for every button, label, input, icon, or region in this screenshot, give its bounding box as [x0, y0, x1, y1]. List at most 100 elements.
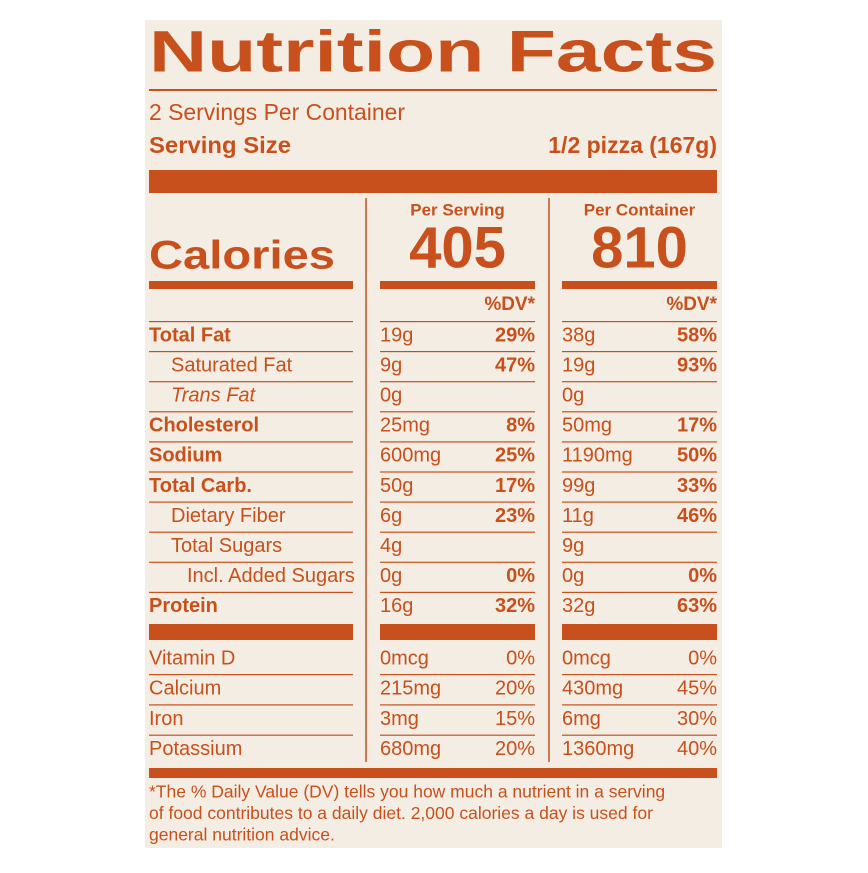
row-rule [149, 561, 353, 563]
amount: 32g [562, 595, 595, 617]
column-header: Per Serving [410, 200, 505, 219]
amount: 1190mg [562, 445, 633, 467]
row-rule [562, 321, 717, 323]
row-rule [149, 471, 353, 473]
row-rule [562, 531, 717, 533]
calories-label: Calories [149, 234, 335, 278]
nutrient-name: Total Fat [149, 324, 231, 346]
row-rule [562, 704, 717, 706]
amount: 38g [562, 324, 595, 346]
serving-size-label: Serving Size [149, 132, 291, 158]
daily-value: 17% [495, 475, 535, 497]
nutrient-name: Incl. Added Sugars [187, 565, 355, 587]
amount: 0g [380, 384, 402, 406]
daily-value: 46% [677, 505, 717, 527]
daily-value: 32% [495, 595, 535, 617]
daily-value: 58% [677, 324, 717, 346]
amount: 19g [380, 324, 413, 346]
amount: 4g [380, 535, 402, 557]
dv-header: %DV* [666, 294, 717, 315]
row-rule [380, 704, 535, 706]
row-rule [149, 321, 353, 323]
row-rule [149, 674, 353, 676]
amount: 0g [380, 565, 402, 587]
row-rule [149, 591, 353, 593]
serving-size: 1/2 pizza (167g) [548, 132, 717, 158]
nutrient-name: Protein [149, 595, 218, 617]
nutrient-name: Total Carb. [149, 475, 252, 497]
row-rule [380, 591, 535, 593]
nutrient-name: Trans Fat [171, 384, 257, 406]
amount: 1360mg [562, 738, 634, 760]
daily-value: 23% [495, 505, 535, 527]
daily-value: 0% [688, 647, 717, 669]
footnote-line: *The % Daily Value (DV) tells you how mu… [149, 782, 665, 802]
daily-value: 45% [677, 678, 717, 700]
vitamin-name: Vitamin D [149, 647, 235, 669]
amount: 6g [380, 505, 402, 527]
daily-value: 20% [495, 678, 535, 700]
rule [149, 89, 717, 91]
daily-value: 0% [506, 565, 535, 587]
row-rule [380, 674, 535, 676]
vitamin-name: Potassium [149, 738, 242, 760]
amount: 11g [562, 505, 594, 527]
row-rule [380, 531, 535, 533]
row-rule [562, 734, 717, 736]
row-rule [149, 531, 353, 533]
thick-bar [149, 170, 717, 193]
dv-header: %DV* [484, 294, 535, 315]
row-rule [149, 501, 353, 503]
calories-bar [149, 281, 353, 289]
row-rule [149, 351, 353, 353]
daily-value: 20% [495, 738, 535, 760]
row-rule [380, 321, 535, 323]
row-rule [149, 411, 353, 413]
row-rule [562, 471, 717, 473]
daily-value: 63% [677, 595, 717, 617]
row-rule [562, 411, 717, 413]
row-rule [149, 441, 353, 443]
row-rule [380, 411, 535, 413]
nutrient-name: Cholesterol [149, 415, 259, 437]
amount: 16g [380, 595, 413, 617]
daily-value: 33% [677, 475, 717, 497]
footnote-line: of food contributes to a daily diet. 2,0… [149, 803, 653, 823]
row-rule [562, 381, 717, 383]
daily-value: 40% [677, 738, 717, 760]
amount: 25mg [380, 415, 430, 437]
daily-value: 47% [495, 354, 535, 376]
calories-bar [380, 281, 535, 289]
amount: 0mcg [380, 647, 429, 669]
amount: 6mg [562, 708, 601, 730]
calories-value: 810 [591, 215, 688, 280]
row-rule [562, 501, 717, 503]
nutrient-name: Dietary Fiber [171, 505, 286, 527]
vitamin-name: Calcium [149, 678, 221, 700]
servings: 2 Servings Per Container [149, 99, 405, 125]
daily-value: 15% [495, 708, 535, 730]
footnote-line: general nutrition advice. [149, 825, 335, 845]
row-rule [562, 591, 717, 593]
amount: 19g [562, 354, 595, 376]
nutrient-name: Total Sugars [171, 535, 282, 557]
calories-value: 405 [409, 215, 506, 280]
daily-value: 93% [677, 354, 717, 376]
calories-bar [562, 281, 717, 289]
column-header: Per Container [584, 200, 696, 219]
vitamin-name: Iron [149, 708, 183, 730]
daily-value: 25% [495, 445, 535, 467]
amount: 50g [380, 475, 413, 497]
amount: 0g [562, 384, 584, 406]
row-rule [380, 734, 535, 736]
row-rule [149, 734, 353, 736]
row-rule [562, 441, 717, 443]
row-rule [149, 704, 353, 706]
amount: 430mg [562, 678, 623, 700]
daily-value: 30% [677, 708, 717, 730]
amount: 9g [562, 535, 584, 557]
nutrient-name: Saturated Fat [171, 354, 293, 376]
amount: 0g [562, 565, 584, 587]
